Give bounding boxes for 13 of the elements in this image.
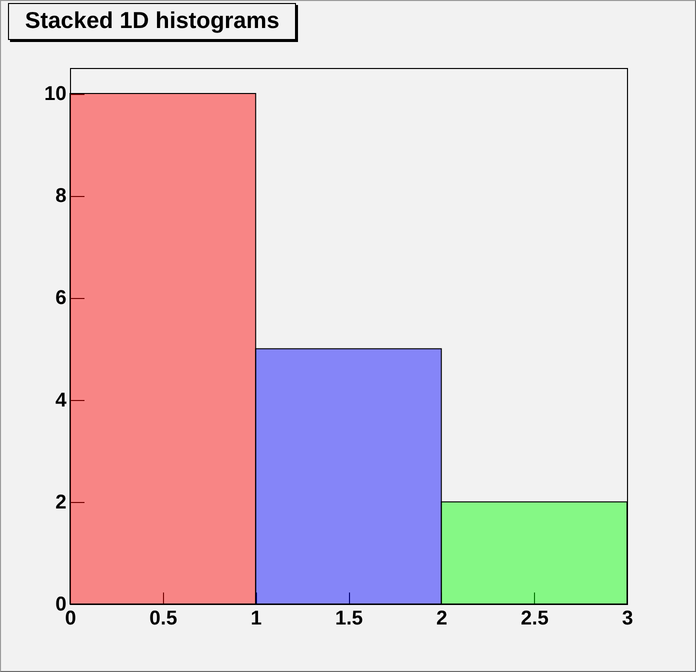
x-tick-label: 2.5	[520, 608, 549, 630]
y-tick-label: 8	[55, 185, 66, 208]
x-tick-label: 3	[622, 608, 634, 630]
y-tick-label: 6	[55, 287, 66, 310]
y-tick-label: 0	[55, 594, 66, 616]
x-tick-label: 0.5	[149, 608, 178, 630]
x-tick-label: 2	[436, 608, 448, 630]
x-tick-label: 1	[250, 608, 262, 630]
x-tick-label: 1.5	[335, 608, 363, 630]
y-tick-label: 2	[55, 491, 66, 514]
y-tick-label: 10	[44, 83, 66, 106]
chart-title: Stacked 1D histograms	[8, 3, 296, 40]
y-tick-label: 4	[55, 389, 68, 412]
